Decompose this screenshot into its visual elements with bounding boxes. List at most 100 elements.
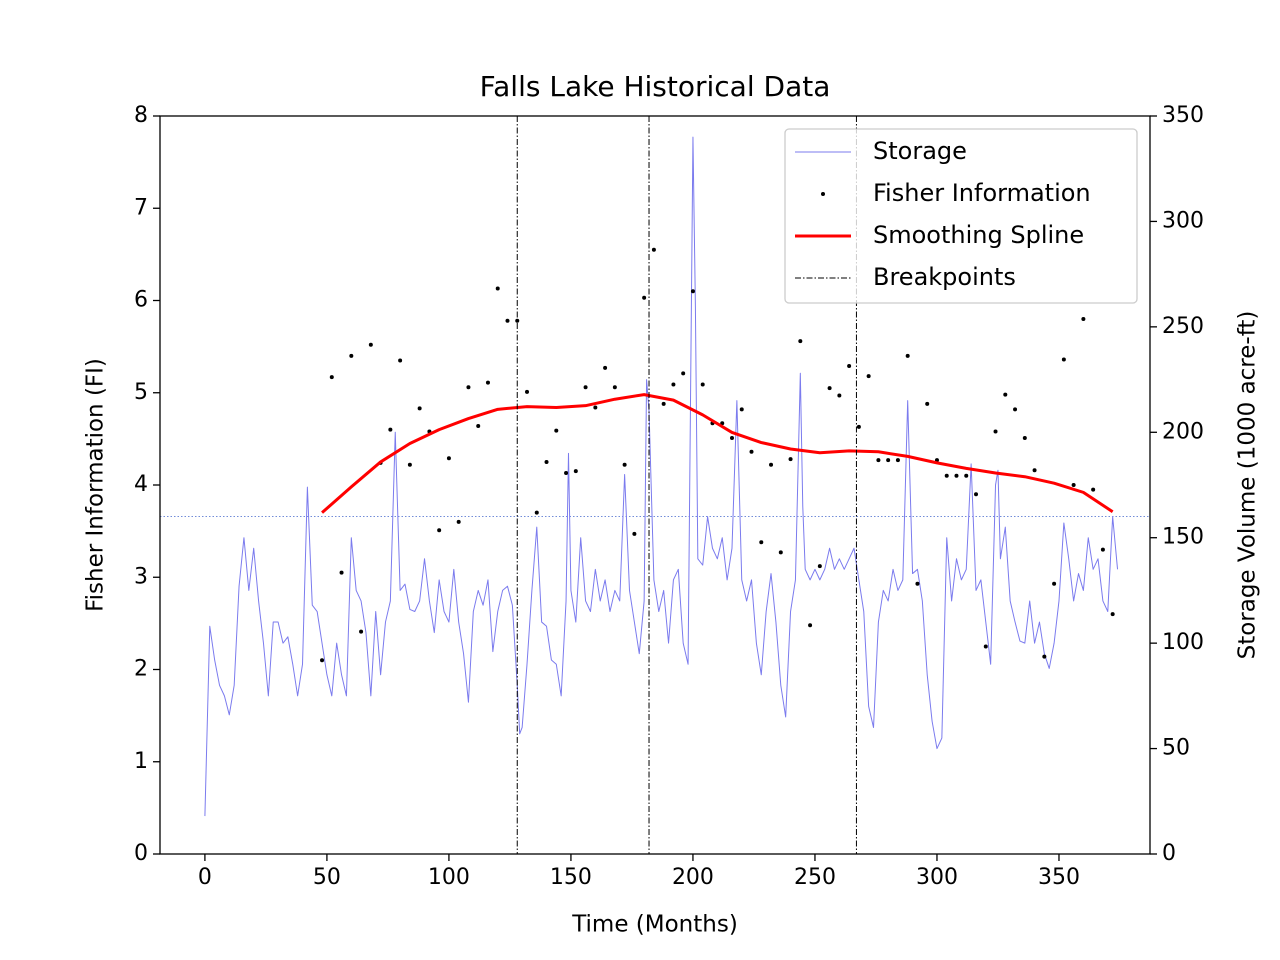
- legend-box: [784, 128, 1138, 304]
- data-point: [1013, 407, 1018, 412]
- data-point: [759, 540, 764, 545]
- data-point: [1100, 547, 1105, 552]
- data-point: [1071, 483, 1076, 487]
- data-point: [925, 401, 930, 406]
- plot-area: [160, 116, 1150, 854]
- data-point: [856, 424, 861, 429]
- data-point: [1081, 316, 1086, 321]
- data-point: [690, 289, 695, 294]
- data-point: [573, 469, 578, 474]
- y2-tick-label: 0: [1162, 841, 1176, 866]
- data-point: [934, 458, 939, 463]
- data-point: [534, 510, 539, 515]
- data-point: [1091, 487, 1096, 492]
- y-tick-label: 8: [134, 103, 148, 128]
- data-point: [485, 380, 490, 385]
- data-point: [329, 375, 334, 380]
- data-point: [827, 386, 832, 391]
- x-tick-label: 350: [1038, 865, 1080, 890]
- x-tick-label: 0: [198, 865, 212, 890]
- data-point: [554, 428, 559, 433]
- data-point: [398, 358, 403, 363]
- legend-label: Breakpoints: [873, 263, 1016, 291]
- data-point: [466, 385, 471, 390]
- data-point: [564, 471, 569, 476]
- legend: Storage Fisher Information Smoothing Splin…: [784, 128, 1138, 304]
- data-point: [886, 458, 891, 463]
- y2-tick-label: 100: [1162, 630, 1204, 655]
- data-point: [622, 462, 627, 467]
- data-point: [505, 318, 510, 323]
- data-point: [788, 457, 793, 462]
- x-tick-label: 250: [794, 865, 836, 890]
- data-point: [593, 405, 598, 410]
- y-tick-label: 4: [134, 472, 148, 497]
- data-point: [651, 247, 656, 252]
- data-point: [1003, 392, 1008, 397]
- data-point: [661, 401, 666, 406]
- data-point: [798, 339, 803, 344]
- data-point: [700, 382, 705, 387]
- data-point: [905, 353, 910, 358]
- data-point: [612, 385, 617, 390]
- y-tick-label: 7: [134, 195, 148, 220]
- legend-symbol: [821, 192, 825, 196]
- data-point: [407, 462, 412, 467]
- data-point: [1042, 654, 1047, 659]
- y2-axis-label: Storage Volume (1000 acre-ft): [1235, 311, 1261, 660]
- y2-tick-label: 200: [1162, 419, 1204, 444]
- data-point: [876, 458, 881, 463]
- x-tick-label: 100: [428, 865, 470, 890]
- legend-label: Smoothing Spline: [873, 221, 1084, 249]
- data-point: [915, 581, 920, 586]
- data-point: [642, 295, 647, 300]
- data-point: [964, 473, 969, 478]
- data-point: [729, 435, 734, 440]
- data-point: [359, 629, 364, 634]
- data-point: [993, 429, 998, 434]
- data-point: [866, 374, 871, 379]
- x-tick-label: 300: [916, 865, 958, 890]
- data-point: [495, 286, 500, 291]
- data-point: [847, 363, 852, 368]
- data-point: [769, 462, 774, 467]
- chart-title: Falls Lake Historical Data: [480, 70, 831, 103]
- data-point: [1032, 468, 1037, 473]
- x-tick-label: 50: [313, 865, 341, 890]
- data-point: [895, 458, 900, 463]
- data-point: [632, 531, 637, 536]
- data-point: [974, 492, 979, 497]
- data-point: [837, 393, 842, 398]
- data-point: [544, 459, 549, 464]
- y-tick-label: 1: [134, 749, 148, 774]
- data-point: [583, 385, 588, 390]
- data-point: [749, 449, 754, 454]
- x-tick-label: 200: [672, 865, 714, 890]
- data-point: [1052, 581, 1057, 586]
- y-tick-label: 6: [134, 288, 148, 313]
- y-tick-label: 3: [134, 564, 148, 589]
- data-point: [446, 456, 451, 461]
- data-point: [720, 421, 725, 426]
- x-axis-label: Time (Months): [571, 912, 738, 938]
- x-tick-label: 150: [550, 865, 592, 890]
- data-point: [739, 407, 744, 412]
- legend-label: Fisher Information: [873, 179, 1091, 207]
- data-point: [603, 365, 608, 370]
- y-tick-label: 2: [134, 657, 148, 682]
- data-point: [671, 382, 676, 387]
- data-point: [1061, 357, 1066, 362]
- data-point: [320, 658, 325, 663]
- data-point: [476, 423, 481, 428]
- data-point: [349, 353, 354, 358]
- data-point: [944, 473, 949, 478]
- y2-tick-label: 350: [1162, 103, 1204, 128]
- data-line: [321, 393, 1114, 514]
- legend-label: Storage: [873, 137, 967, 165]
- y2-tick-label: 300: [1162, 208, 1204, 233]
- data-point: [368, 342, 373, 347]
- y2-tick-label: 50: [1162, 736, 1190, 761]
- data-point: [983, 644, 988, 649]
- data-point: [1022, 435, 1027, 440]
